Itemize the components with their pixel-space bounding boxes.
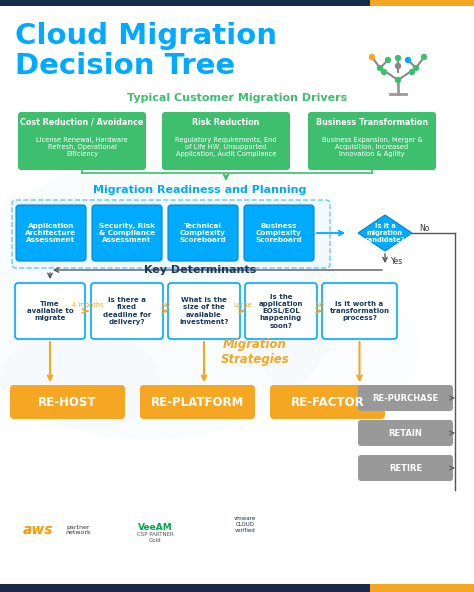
FancyBboxPatch shape bbox=[358, 385, 453, 411]
Text: RETIRE: RETIRE bbox=[389, 464, 422, 472]
Text: Cost Reduction / Avoidance: Cost Reduction / Avoidance bbox=[20, 117, 144, 127]
Circle shape bbox=[405, 57, 411, 63]
Bar bbox=[370, 584, 474, 592]
Text: Technical
Complexity
Scoreboard: Technical Complexity Scoreboard bbox=[180, 223, 227, 243]
Bar bbox=[370, 0, 474, 6]
FancyBboxPatch shape bbox=[270, 385, 385, 419]
Text: Time
available to
migrate: Time available to migrate bbox=[27, 301, 73, 321]
FancyBboxPatch shape bbox=[91, 283, 163, 339]
Text: 4 months: 4 months bbox=[72, 302, 104, 308]
Circle shape bbox=[421, 54, 427, 60]
Bar bbox=[0, 584, 370, 592]
Text: Is the
application
EOSL/EOL
happening
soon?: Is the application EOSL/EOL happening so… bbox=[259, 294, 303, 329]
FancyBboxPatch shape bbox=[92, 205, 162, 261]
Text: No: No bbox=[315, 302, 324, 308]
Text: Business Transformation: Business Transformation bbox=[316, 117, 428, 127]
Circle shape bbox=[413, 65, 419, 71]
Text: partner
network: partner network bbox=[65, 525, 91, 536]
Text: Is it a
migration
candidate?: Is it a migration candidate? bbox=[365, 223, 405, 243]
Text: Risk Reduction: Risk Reduction bbox=[192, 117, 260, 127]
Text: Cloud Migration: Cloud Migration bbox=[15, 22, 277, 50]
Text: Regulatory Requirements, End
of Life HW, Unsupported
Application, Audit Complian: Regulatory Requirements, End of Life HW,… bbox=[175, 137, 277, 157]
FancyBboxPatch shape bbox=[15, 283, 85, 339]
Text: No: No bbox=[161, 302, 170, 308]
Text: RE-PLATFORM: RE-PLATFORM bbox=[151, 395, 244, 408]
Text: Migration
Strategies: Migration Strategies bbox=[220, 338, 289, 366]
Circle shape bbox=[395, 77, 401, 83]
Text: Security, Risk
& Compliance
Assessment: Security, Risk & Compliance Assessment bbox=[99, 223, 155, 243]
Circle shape bbox=[395, 55, 401, 61]
FancyBboxPatch shape bbox=[140, 385, 255, 419]
FancyBboxPatch shape bbox=[244, 205, 314, 261]
Text: RE-FACTOR: RE-FACTOR bbox=[291, 395, 365, 408]
FancyBboxPatch shape bbox=[12, 200, 330, 268]
Text: RE-PURCHASE: RE-PURCHASE bbox=[373, 394, 438, 403]
Circle shape bbox=[409, 69, 415, 75]
FancyBboxPatch shape bbox=[168, 283, 240, 339]
FancyBboxPatch shape bbox=[162, 112, 290, 170]
Text: License Renewal, Hardware
Refresh, Operational
Efficiency: License Renewal, Hardware Refresh, Opera… bbox=[36, 137, 128, 157]
Polygon shape bbox=[358, 215, 412, 251]
FancyBboxPatch shape bbox=[16, 205, 86, 261]
Text: Large: Large bbox=[233, 302, 252, 308]
Circle shape bbox=[395, 63, 401, 69]
FancyBboxPatch shape bbox=[10, 385, 125, 419]
Text: Is there a
fixed
deadline for
delivery?: Is there a fixed deadline for delivery? bbox=[103, 297, 151, 325]
Text: CSP PARTNER
Gold: CSP PARTNER Gold bbox=[137, 532, 173, 542]
FancyBboxPatch shape bbox=[245, 283, 317, 339]
Text: Yes: Yes bbox=[391, 256, 403, 265]
Text: Decision Tree: Decision Tree bbox=[15, 52, 235, 80]
Text: Application
Architecture
Assessment: Application Architecture Assessment bbox=[26, 223, 77, 243]
Text: Typical Customer Migration Drivers: Typical Customer Migration Drivers bbox=[127, 93, 347, 103]
Circle shape bbox=[369, 54, 375, 60]
Text: RE-HOST: RE-HOST bbox=[38, 395, 97, 408]
FancyBboxPatch shape bbox=[358, 455, 453, 481]
Text: aws: aws bbox=[23, 523, 53, 537]
Text: No: No bbox=[419, 224, 429, 233]
FancyBboxPatch shape bbox=[308, 112, 436, 170]
Text: RETAIN: RETAIN bbox=[389, 429, 422, 437]
Circle shape bbox=[385, 57, 391, 63]
FancyBboxPatch shape bbox=[168, 205, 238, 261]
Bar bbox=[0, 0, 370, 6]
FancyBboxPatch shape bbox=[322, 283, 397, 339]
FancyBboxPatch shape bbox=[358, 420, 453, 446]
Text: Business
Complexity
Scoreboard: Business Complexity Scoreboard bbox=[255, 223, 302, 243]
FancyBboxPatch shape bbox=[18, 112, 146, 170]
Text: Key Determinants: Key Determinants bbox=[144, 265, 256, 275]
Text: VeeAM: VeeAM bbox=[137, 523, 173, 532]
Text: Business Expansion, Merger &
Acquisition, Increased
Innovation & Agility: Business Expansion, Merger & Acquisition… bbox=[322, 137, 422, 157]
Circle shape bbox=[377, 65, 383, 71]
Text: What is the
size of the
available
investment?: What is the size of the available invest… bbox=[179, 297, 228, 325]
Text: vmware
CLOUD
verified: vmware CLOUD verified bbox=[234, 516, 256, 533]
Circle shape bbox=[381, 69, 387, 75]
Text: Is it worth a
transformation
process?: Is it worth a transformation process? bbox=[329, 301, 390, 321]
Ellipse shape bbox=[0, 160, 340, 440]
Text: Migration Readiness and Planning: Migration Readiness and Planning bbox=[93, 185, 307, 195]
